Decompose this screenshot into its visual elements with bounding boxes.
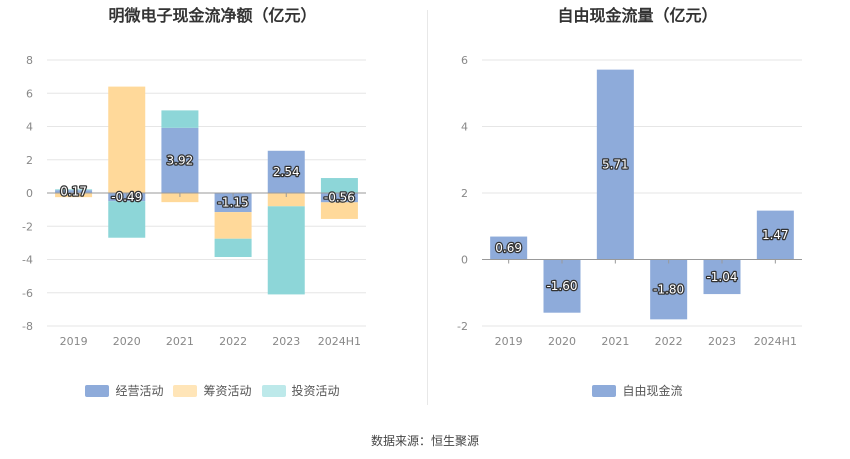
left-bar-financing: [108, 86, 146, 193]
legend-swatch-financing: [173, 384, 198, 397]
right-x-tick-label: 2019: [495, 335, 523, 348]
left-x-tick-label: 2022: [219, 335, 247, 348]
legend-label-operating: 经营活动: [115, 384, 164, 398]
left-x-tick-label: 2019: [60, 335, 88, 348]
right-chart-legend: 自由现金流: [425, 382, 850, 399]
legend-label-financing: 筹资活动: [203, 384, 252, 398]
left-bar-investing: [55, 189, 93, 191]
right-chart-svg: -2 0 2 4 6 2019 2020 2021 2022 2023 2024H1 0.69 -1.6…: [457, 54, 802, 348]
right-x-tick-label: 2023: [708, 335, 736, 348]
legend-item-free-cash-flow[interactable]: 自由现金流: [592, 382, 683, 399]
left-bar-operating: [214, 193, 252, 213]
right-bar: [543, 259, 581, 313]
left-bar-investing: [267, 206, 305, 295]
left-bar-financing: [267, 193, 305, 207]
right-chart-title: 自由现金流量（亿元）: [557, 6, 718, 25]
left-y-tick-label: -6: [22, 287, 33, 300]
left-bar-financing: [320, 202, 358, 219]
left-data-label: -0.56: [324, 191, 355, 205]
left-chart-svg: -8 -6 -4 -2 0 2 4 6 8 2019 2020 2021 2022 2023 2024H1 0…: [22, 54, 366, 348]
right-y-tick-label: -2: [457, 320, 468, 333]
right-y-tick-label: 6: [461, 54, 468, 67]
left-bar-operating: [267, 150, 305, 193]
right-bar: [756, 210, 794, 260]
right-y-tick-label: 4: [461, 121, 468, 134]
right-bar: [650, 259, 688, 320]
right-bar: [596, 69, 634, 260]
left-x-tick-label: 2024H1: [318, 335, 361, 348]
right-y-tick-label: 0: [461, 254, 468, 267]
right-x-tick-label: 2024H1: [754, 335, 797, 348]
left-y-tick-label: -2: [22, 220, 33, 233]
right-x-tick-label: 2020: [548, 335, 576, 348]
left-data-label: 2.54: [273, 165, 300, 179]
panel-divider: [427, 10, 428, 405]
legend-item-investing[interactable]: 投资活动: [261, 382, 340, 399]
right-data-label: 5.71: [602, 158, 629, 172]
right-bar: [703, 259, 741, 295]
left-data-label: 3.92: [167, 153, 194, 167]
right-data-label: 1.47: [762, 228, 789, 242]
left-y-tick-label: 6: [26, 87, 33, 100]
left-y-tick-label: 8: [26, 54, 33, 67]
left-bar-investing: [161, 110, 199, 128]
left-x-tick-label: 2023: [272, 335, 300, 348]
legend-item-financing[interactable]: 筹资活动: [173, 382, 252, 399]
left-x-tick-label: 2020: [113, 335, 141, 348]
legend-swatch-free-cash-flow: [592, 384, 617, 397]
right-bar: [490, 236, 528, 260]
left-data-label: -1.15: [218, 196, 249, 210]
legend-label-free-cash-flow: 自由现金流: [622, 384, 683, 398]
right-y-tick-label: 2: [461, 187, 468, 200]
right-data-label: -1.60: [546, 279, 577, 293]
left-bar-operating: [320, 193, 358, 203]
left-bar-financing: [214, 212, 252, 239]
legend-swatch-operating: [85, 384, 110, 397]
left-y-tick-label: 4: [26, 121, 33, 134]
right-data-label: -1.04: [706, 270, 737, 284]
data-source-note: 数据来源：恒生聚源: [370, 434, 479, 448]
right-data-label: 0.69: [495, 241, 522, 255]
left-data-label: -0.49: [111, 190, 142, 204]
left-y-tick-label: 2: [26, 154, 33, 167]
legend-item-operating[interactable]: 经营活动: [85, 382, 163, 399]
left-bar-investing: [108, 201, 146, 238]
left-bar-investing: [214, 238, 252, 258]
left-chart-panel: 明微电子现金流净额（亿元） -8 -6 -4 -2 0 2 4 6 8 2019 2020 2021 2…: [0, 0, 425, 410]
left-bar-operating: [161, 127, 199, 193]
left-chart-title: 明微电子现金流净额（亿元）: [108, 6, 317, 25]
left-y-tick-label: 0: [26, 187, 33, 200]
left-chart-legend: 经营活动 筹资活动 投资活动: [0, 382, 425, 399]
left-bar-operating: [108, 193, 146, 202]
left-data-label: 0.17: [60, 185, 87, 199]
left-bar-investing: [320, 178, 358, 193]
right-data-label: -1.80: [653, 282, 684, 296]
right-chart-panel: 自由现金流量（亿元） -2 0 2 4 6 2019 2020 2021 2022 2023 202…: [425, 0, 850, 410]
left-x-tick-label: 2021: [166, 335, 194, 348]
left-y-tick-label: -4: [22, 254, 33, 267]
right-x-tick-label: 2022: [655, 335, 683, 348]
left-bar-financing: [161, 193, 199, 203]
legend-swatch-investing: [261, 384, 286, 397]
left-y-tick-label: -8: [22, 320, 33, 333]
left-bar-operating: [55, 190, 93, 193]
legend-label-investing: 投资活动: [291, 384, 340, 398]
right-x-tick-label: 2021: [601, 335, 629, 348]
